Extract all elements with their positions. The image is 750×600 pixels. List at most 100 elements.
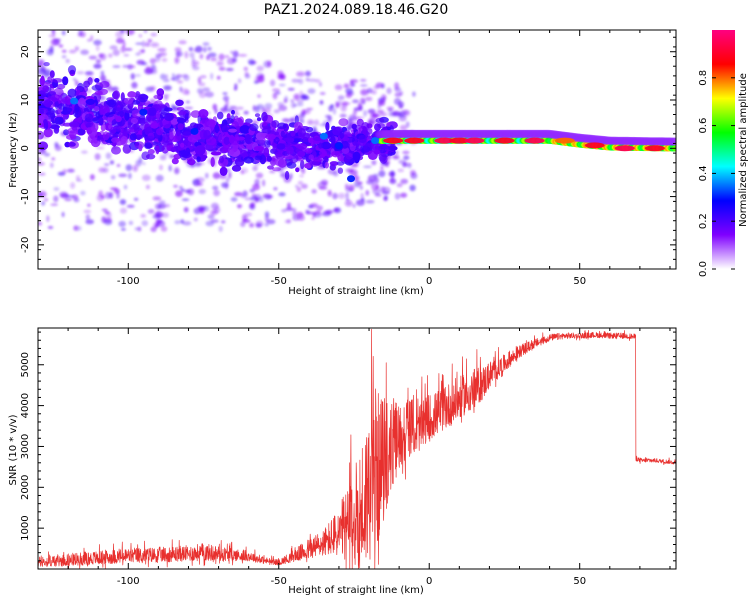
ridge-halo: [479, 129, 492, 139]
noise-blob: [203, 205, 210, 212]
ridge-halo: [549, 130, 562, 140]
ridge-halo: [482, 129, 495, 139]
noise-blob: [49, 162, 54, 168]
ridge-halo: [653, 137, 665, 147]
ridge-halo: [641, 137, 654, 147]
ridge-halo: [513, 129, 526, 139]
band-blob: [40, 75, 45, 85]
noise-blob: [352, 83, 356, 87]
noise-blob: [400, 178, 409, 184]
ridge-halo: [550, 130, 563, 140]
noise-blob: [98, 53, 104, 58]
ridge-halo: [471, 129, 484, 139]
ridge-halo: [468, 129, 481, 139]
spectrogram-heatmap: [38, 30, 676, 233]
noise-blob: [290, 101, 296, 109]
colorbar-tick-label: 0.8: [698, 70, 709, 86]
hotspot: [334, 142, 343, 150]
noise-blob: [108, 53, 113, 58]
ridge-halo: [617, 136, 630, 146]
noise-blob: [54, 144, 62, 151]
y-tick-label: 0: [20, 145, 31, 151]
noise-blob: [96, 45, 100, 51]
noise-blob: [88, 55, 98, 60]
band-blob: [189, 122, 198, 128]
colorbar-ticks: 0.0 0.2 0.4 0.6 0.8: [698, 70, 735, 277]
noise-blob: [65, 59, 70, 63]
noise-blob: [247, 58, 255, 64]
noise-blob: [320, 179, 328, 185]
ridge-halo: [395, 129, 408, 139]
noise-blob: [154, 211, 164, 218]
noise-blob: [64, 198, 72, 202]
noise-blob: [264, 215, 270, 223]
noise-blob: [61, 55, 67, 59]
hotspot: [404, 137, 425, 144]
noise-blob: [290, 99, 295, 103]
ridge-halo: [530, 129, 543, 139]
noise-blob: [353, 110, 357, 116]
ridge-halo: [456, 129, 469, 139]
noise-blob: [389, 178, 397, 185]
band-blob: [219, 166, 228, 176]
band-blob: [69, 121, 80, 128]
band-blob: [63, 107, 73, 113]
ridge-halo: [448, 129, 461, 139]
noise-blob: [93, 63, 102, 69]
band-blob: [129, 133, 137, 141]
noise-blob: [90, 174, 95, 181]
noise-blob: [118, 173, 128, 178]
band-blob: [170, 147, 176, 153]
noise-blob: [311, 216, 315, 220]
y-tick-label: -20: [20, 237, 31, 253]
band-blob: [123, 97, 133, 105]
noise-blob: [362, 100, 366, 105]
ridge-halo: [502, 129, 515, 139]
ridge-halo: [439, 129, 452, 139]
y-tick-label: 2000: [20, 475, 31, 500]
band-blob: [210, 157, 215, 167]
ridge-halo: [432, 129, 445, 139]
ridge-halo: [381, 130, 394, 139]
ridge-halo: [417, 129, 429, 139]
noise-blob: [78, 30, 83, 37]
noise-blob: [173, 184, 178, 188]
ridge-halo: [490, 129, 503, 139]
band-blob: [198, 109, 209, 119]
noise-blob: [345, 192, 349, 199]
noise-blob: [337, 192, 346, 199]
band-blob: [356, 118, 364, 127]
noise-blob: [343, 83, 350, 89]
ridge-halo: [606, 136, 619, 146]
band-blob: [324, 161, 329, 169]
snr-ylabel: SNR (10 * v/v): [8, 414, 19, 485]
ridge-halo: [605, 136, 618, 146]
x-tick-label: 50: [573, 576, 586, 587]
ridge-halo: [592, 135, 605, 145]
noise-blob: [38, 172, 46, 176]
noise-blob: [145, 184, 150, 190]
noise-blob: [220, 107, 227, 113]
noise-blob: [245, 212, 253, 217]
noise-blob: [208, 52, 217, 58]
noise-blob: [224, 55, 230, 58]
ridge-halo: [497, 129, 510, 139]
noise-blob: [181, 88, 189, 95]
noise-blob: [124, 48, 133, 51]
ridge-halo: [527, 129, 540, 139]
ridge-halo: [626, 136, 639, 146]
noise-blob: [85, 219, 94, 225]
hotspot: [449, 137, 470, 144]
noise-blob: [61, 211, 65, 218]
noise-blob: [372, 114, 381, 117]
ridge-halo: [649, 137, 662, 147]
ridge-halo: [528, 129, 541, 139]
noise-blob: [159, 154, 167, 161]
ridge-halo: [628, 136, 640, 146]
band-blob: [117, 110, 125, 118]
noise-blob: [379, 112, 388, 117]
band-blob: [367, 128, 373, 135]
ridge-halo: [451, 129, 464, 139]
band-blob: [374, 123, 381, 131]
ridge-halo: [488, 129, 501, 139]
